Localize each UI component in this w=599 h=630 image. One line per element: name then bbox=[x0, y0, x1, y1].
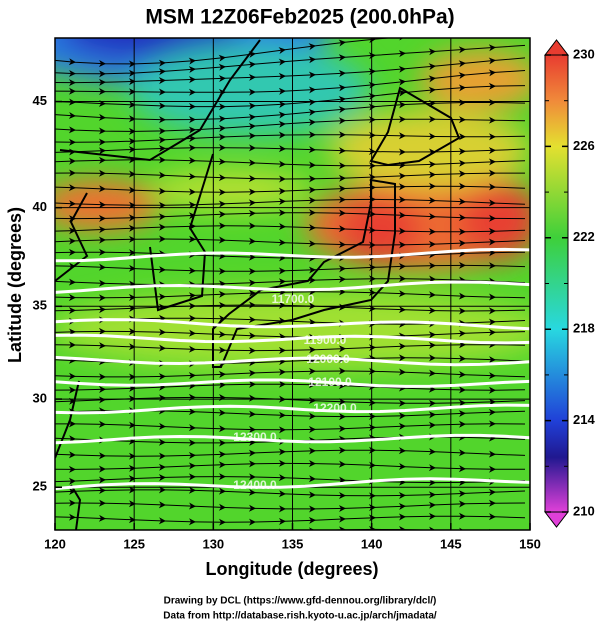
streamline bbox=[55, 420, 526, 434]
streamline bbox=[55, 195, 526, 209]
contour-label: 12400.0 bbox=[233, 478, 277, 492]
contour-line bbox=[55, 280, 530, 294]
credit-line: Drawing by DCL (https://www.gfd-dennou.o… bbox=[164, 596, 437, 607]
contour-line bbox=[55, 355, 530, 367]
colorbar-top-extension bbox=[543, 39, 570, 56]
contour-line bbox=[55, 403, 530, 415]
streamline bbox=[55, 327, 526, 341]
colorbar-bottom-extension bbox=[543, 511, 570, 528]
credit-line: Data from http://database.rish.kyoto-u.a… bbox=[163, 611, 437, 622]
streamline bbox=[55, 144, 526, 156]
streamline bbox=[55, 222, 526, 236]
streamline bbox=[55, 261, 526, 275]
contour-line bbox=[55, 333, 530, 345]
colorbar-tick-label: 218 bbox=[573, 321, 595, 336]
y-tick-label: 35 bbox=[33, 298, 47, 313]
streamline bbox=[55, 393, 526, 407]
y-axis-label: Latitude (degrees) bbox=[5, 207, 25, 363]
x-tick-label: 140 bbox=[361, 536, 383, 551]
axes: 120 125 130 135 140 145 150 25 30 35 40 45 bbox=[33, 93, 541, 551]
streamline bbox=[55, 301, 526, 315]
streamline bbox=[55, 499, 526, 513]
contour-label: 12200.0 bbox=[313, 401, 357, 415]
y-tick-label: 45 bbox=[33, 93, 47, 108]
contour-label: 12100.0 bbox=[308, 375, 352, 389]
coastlines bbox=[55, 39, 461, 530]
streamline bbox=[55, 446, 526, 460]
colorbar-tick-label: 214 bbox=[573, 412, 595, 427]
streamline bbox=[55, 169, 525, 183]
contour-line bbox=[55, 378, 530, 388]
y-tick-label: 40 bbox=[33, 199, 47, 214]
x-tick-label: 145 bbox=[440, 536, 462, 551]
field: 11700.0 11900.0 12000.0 12100.0 12200.0 12300… bbox=[55, 38, 530, 530]
streamline bbox=[55, 512, 526, 526]
streamline bbox=[55, 341, 526, 355]
x-tick-label: 120 bbox=[44, 536, 66, 551]
contour-line bbox=[55, 247, 530, 263]
streamline bbox=[55, 473, 526, 487]
streamline bbox=[55, 459, 525, 473]
contours: 11700.0 11900.0 12000.0 12100.0 12200.0 12300… bbox=[55, 247, 530, 492]
contour-label: 12300.0 bbox=[233, 430, 277, 444]
contour-line bbox=[55, 433, 530, 445]
map-title: MSM 12Z06Feb2025 (200.0hPa) bbox=[145, 6, 454, 29]
streamline bbox=[55, 182, 526, 196]
y-tick-label: 30 bbox=[33, 391, 47, 406]
x-tick-label: 130 bbox=[202, 536, 224, 551]
streamline bbox=[55, 248, 526, 262]
streamline bbox=[55, 486, 526, 500]
streamline bbox=[55, 209, 526, 223]
contour-label: 11700.0 bbox=[272, 292, 315, 306]
streamline bbox=[55, 380, 526, 394]
x-tick-label: 125 bbox=[123, 536, 145, 551]
streamline bbox=[55, 275, 526, 289]
contour-label: 11900.0 bbox=[304, 333, 347, 347]
contour-line bbox=[55, 318, 530, 331]
streamline bbox=[55, 235, 526, 249]
streamline bbox=[55, 156, 526, 170]
field-shading bbox=[55, 38, 530, 370]
colorbar-tick-label: 210 bbox=[573, 503, 595, 518]
streamline bbox=[55, 367, 526, 381]
streamline bbox=[55, 131, 526, 146]
colorbar: 210 214 218 222 226 230 bbox=[543, 39, 595, 528]
contour-label: 12000.0 bbox=[306, 352, 350, 366]
contour-line bbox=[55, 477, 530, 491]
x-tick-label: 150 bbox=[519, 536, 541, 551]
streamline bbox=[55, 288, 526, 302]
x-axis-label: Longitude (degrees) bbox=[205, 559, 378, 579]
colorbar-tick-label: 226 bbox=[573, 138, 595, 153]
x-tick-label: 135 bbox=[282, 536, 304, 551]
colorbar-tick-label: 230 bbox=[573, 46, 595, 61]
colorbar-tick-label: 222 bbox=[573, 229, 595, 244]
y-tick-label: 25 bbox=[33, 479, 47, 494]
